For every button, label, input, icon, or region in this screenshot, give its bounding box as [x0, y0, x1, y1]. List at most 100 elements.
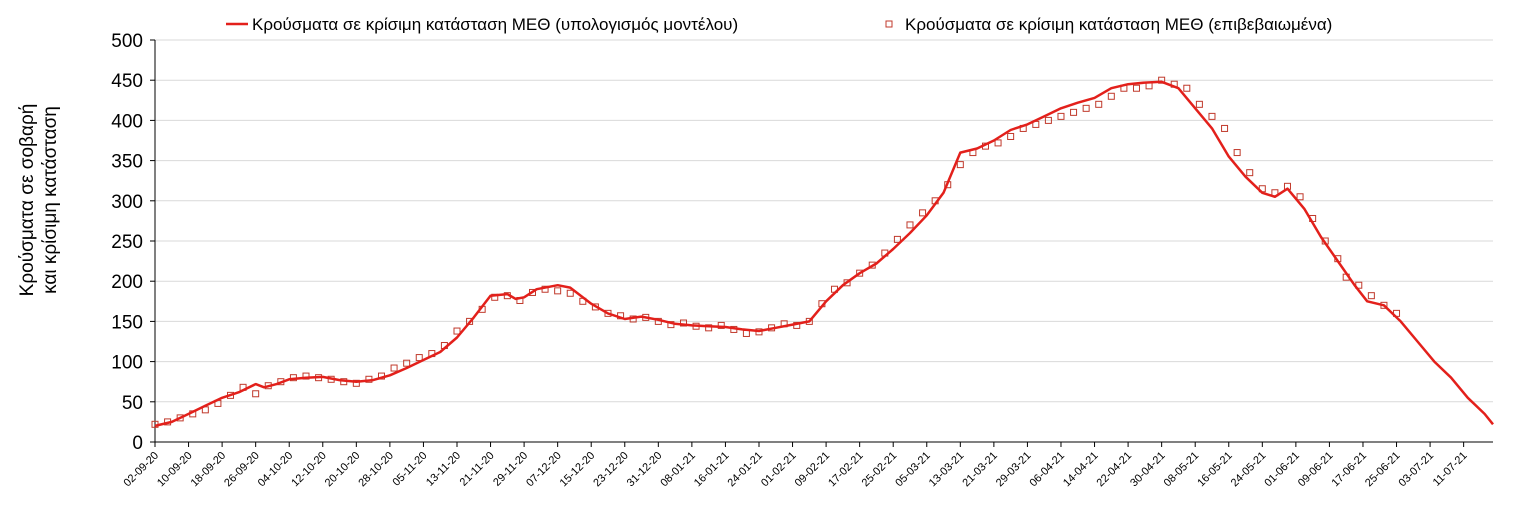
confirmed-point-84 [1208, 112, 1216, 120]
confirmed-point-60 [906, 221, 914, 229]
confirmed-point-75 [1095, 100, 1103, 108]
y-tick-label-350: 350 [111, 152, 143, 173]
confirmed-point-83 [1195, 100, 1203, 108]
confirmed-point-71 [1044, 116, 1052, 124]
x-tick-label-27: 06-04-21 [1027, 450, 1067, 490]
x-tick-label-28: 14-04-21 [1061, 450, 1101, 490]
confirmed-point-85 [1221, 124, 1229, 132]
x-tick-label-2: 18-09-20 [189, 450, 229, 490]
confirmed-point-32 [554, 287, 562, 295]
confirmed-point-16 [352, 379, 360, 387]
model-series-line [154, 80, 1494, 428]
y-tick-label-300: 300 [111, 192, 143, 213]
legend-confirmed-label: Κρούσματα σε κρίσιμη κατάσταση ΜΕΘ (επιβ… [905, 15, 1332, 34]
y-tick-label-150: 150 [111, 312, 143, 333]
confirmed-point-47 [742, 329, 750, 337]
y-tick-label-450: 450 [111, 71, 143, 92]
confirmed-point-74 [1082, 104, 1090, 112]
y-tick-label-400: 400 [111, 111, 143, 132]
x-tick-label-23: 05-03-21 [893, 450, 933, 490]
x-tick-label-8: 05-11-20 [391, 450, 430, 489]
confirmed-point-20 [403, 359, 411, 367]
axes [154, 40, 1493, 443]
confirmed-point-55 [843, 279, 851, 287]
confirmed-point-8 [252, 390, 260, 398]
x-tick-label-6: 20-10-20 [323, 450, 363, 490]
x-tick-label-37: 25-06-21 [1363, 450, 1403, 490]
y-tick-label-100: 100 [111, 353, 143, 374]
legend-confirmed-marker [885, 20, 893, 28]
x-tick-label-13: 15-12-20 [558, 450, 598, 490]
x-tick-label-18: 24-01-21 [725, 450, 765, 490]
y-tick-label-0: 0 [132, 433, 143, 454]
x-tick-label-32: 16-05-21 [1195, 450, 1235, 490]
x-tick-label-0: 02-09-20 [121, 450, 161, 490]
confirmed-point-2 [176, 414, 184, 422]
x-tick-label-12: 07-12-20 [524, 450, 564, 490]
x-tick-label-1: 10-09-20 [155, 450, 195, 490]
x-tick-label-11: 29-11-20 [491, 450, 530, 489]
confirmed-point-12 [302, 372, 310, 380]
confirmed-point-33 [566, 289, 574, 297]
x-tick-label-38: 03-07-21 [1397, 450, 1437, 490]
confirmed-point-42 [679, 319, 687, 327]
confirmed-point-97 [1367, 292, 1375, 300]
y-axis-label-line-1: Κρούσματα σε σοβαρή [17, 104, 38, 297]
confirmed-point-76 [1107, 92, 1115, 100]
x-tick-label-19: 01-02-21 [759, 450, 799, 490]
x-tick-label-22: 25-02-21 [860, 450, 900, 490]
confirmed-point-82 [1183, 84, 1191, 92]
confirmed-point-24 [453, 327, 461, 335]
confirmed-point-67 [994, 139, 1002, 147]
confirmed-point-87 [1246, 169, 1254, 177]
y-tick-label-50: 50 [122, 393, 143, 414]
x-tick-label-34: 01-06-21 [1262, 450, 1302, 490]
confirmed-point-78 [1132, 84, 1140, 92]
x-tick-label-5: 12-10-20 [289, 450, 329, 490]
x-tick-label-35: 09-06-21 [1296, 450, 1336, 490]
y-tick-label-200: 200 [111, 272, 143, 293]
confirmed-point-56 [856, 269, 864, 277]
x-tick-label-7: 28-10-20 [356, 450, 396, 490]
x-tick-label-3: 26-09-20 [222, 450, 262, 490]
x-tick-label-31: 08-05-21 [1162, 450, 1202, 490]
x-tick-label-20: 09-02-21 [793, 450, 833, 490]
x-tick-label-25: 21-03-21 [960, 450, 1000, 490]
y-axis-label: Κρούσματα σε σοβαρή και κρίσιμη κατάστασ… [17, 104, 61, 297]
confirmed-point-86 [1233, 149, 1241, 157]
y-tick-label-500: 500 [111, 31, 143, 52]
confirmed-point-68 [1007, 132, 1015, 140]
x-tick-label-4: 04-10-20 [256, 450, 296, 490]
confirmed-point-72 [1057, 112, 1065, 120]
y-tick-label-250: 250 [111, 232, 143, 253]
x-axis-ticks: 02-09-2010-09-2018-09-2026-09-2004-10-20… [121, 442, 1470, 490]
x-tick-label-15: 31-12-20 [625, 450, 665, 490]
confirmed-point-19 [390, 364, 398, 372]
x-tick-label-21: 17-02-21 [826, 450, 866, 490]
x-tick-label-39: 11-07-21 [1431, 450, 1470, 489]
x-tick-label-26: 29-03-21 [994, 450, 1034, 490]
confirmed-point-73 [1070, 108, 1078, 116]
x-tick-label-24: 13-03-21 [927, 450, 967, 490]
legend: Κρούσματα σε κρίσιμη κατάσταση ΜΕΘ (υπολ… [226, 15, 1332, 34]
confirmed-point-64 [956, 161, 964, 169]
confirmed-point-59 [893, 235, 901, 243]
y-axis-label-line-2: και κρίσιμη κατάσταση [40, 106, 61, 294]
legend-model-label: Κρούσματα σε κρίσιμη κατάσταση ΜΕΘ (υπολ… [252, 15, 738, 34]
x-tick-label-17: 16-01-21 [692, 450, 732, 490]
confirmed-point-91 [1296, 193, 1304, 201]
x-tick-label-10: 21-11-20 [458, 450, 497, 489]
x-tick-label-9: 13-11-20 [424, 450, 463, 489]
confirmed-point-61 [919, 209, 927, 217]
x-tick-label-16: 08-01-21 [658, 450, 698, 490]
x-tick-label-29: 22-04-21 [1095, 450, 1135, 490]
x-tick-label-33: 24-05-21 [1229, 450, 1269, 490]
confirmed-point-44 [705, 324, 713, 332]
x-tick-label-30: 30-04-21 [1128, 450, 1168, 490]
confirmed-point-21 [415, 354, 423, 362]
y-axis-ticks: 0 50 100 150 200 250 300 350 400 450 500 [111, 31, 155, 454]
x-tick-label-14: 23-12-20 [591, 450, 631, 490]
confirmed-point-80 [1158, 76, 1166, 84]
x-tick-label-36: 17-06-21 [1329, 450, 1369, 490]
